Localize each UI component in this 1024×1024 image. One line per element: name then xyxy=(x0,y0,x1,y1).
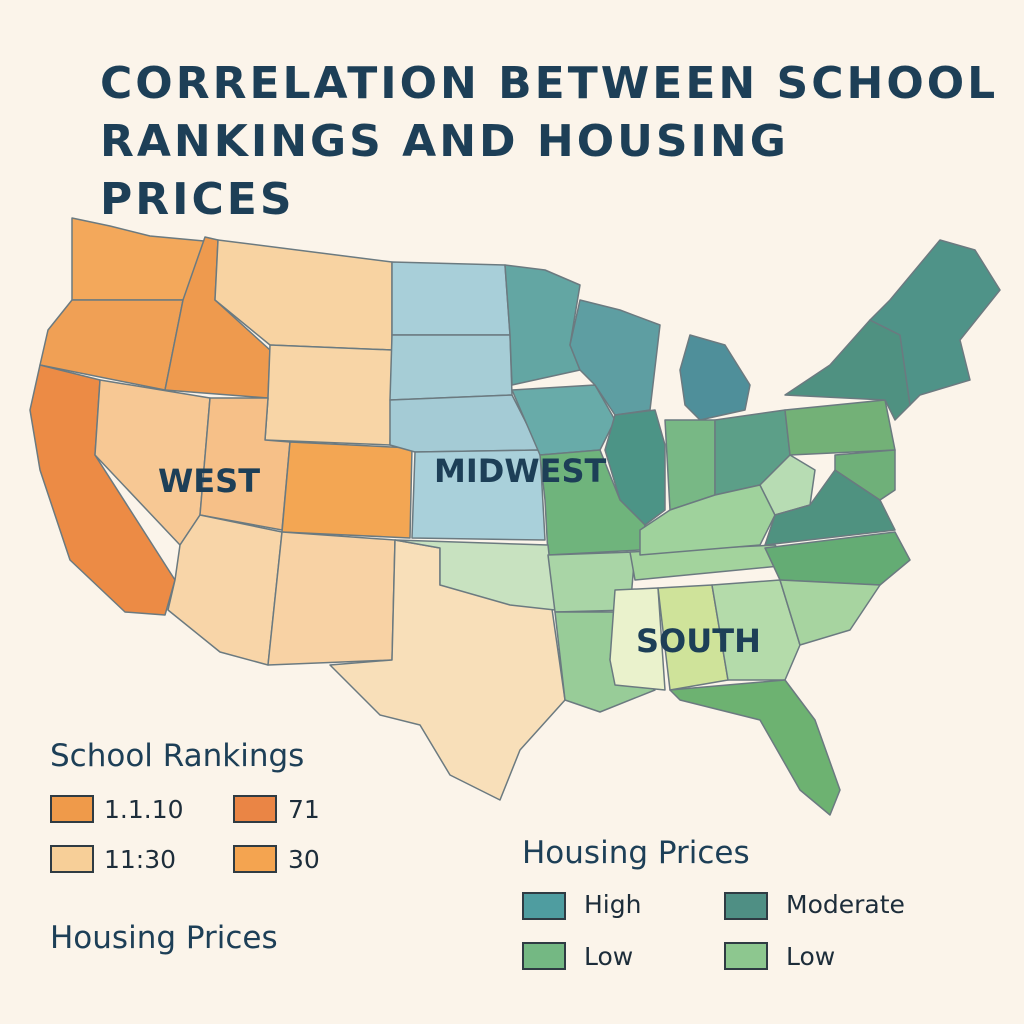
legend-school-label-4: 30 xyxy=(288,845,320,874)
legend-housing-label-4: Low xyxy=(786,942,836,971)
legend-housing-left-heading: Housing Prices xyxy=(50,920,278,956)
state-pennsylvania xyxy=(784,399,896,456)
legend-swatch-1 xyxy=(50,795,94,823)
state-minnesota xyxy=(504,264,581,386)
state-west-virginia xyxy=(759,454,816,516)
state-colorado xyxy=(281,441,413,539)
state-oregon xyxy=(39,299,184,391)
legend-housing-swatch-3 xyxy=(522,942,566,970)
state-iowa xyxy=(511,384,616,456)
legend-swatch-3 xyxy=(50,845,94,873)
legend-school-heading: School Rankings xyxy=(50,738,305,774)
legend-school-label-1: 1.1.10 xyxy=(104,795,184,824)
state-maryland-delaware xyxy=(834,449,896,501)
map-title: CORRELATION BETWEEN SCHOOL RANKINGS AND … xyxy=(100,55,1000,229)
state-south-carolina xyxy=(779,579,881,646)
legend-housing-heading: Housing Prices xyxy=(522,835,750,871)
region-label-south: SOUTH xyxy=(636,622,761,660)
state-mississippi xyxy=(609,587,666,691)
state-new-england xyxy=(869,239,1001,406)
region-label-west: WEST xyxy=(158,462,260,500)
region-label-midwest: MIDWEST xyxy=(434,452,607,490)
state-michigan xyxy=(679,334,751,421)
state-florida xyxy=(669,679,841,816)
legend-swatch-2 xyxy=(233,795,277,823)
state-georgia xyxy=(711,579,801,681)
state-new-mexico xyxy=(267,531,396,666)
state-north-dakota xyxy=(391,261,511,336)
state-kansas xyxy=(411,449,546,541)
state-north-carolina xyxy=(764,531,911,586)
state-oklahoma xyxy=(394,539,556,611)
legend-housing-label-1: High xyxy=(584,890,642,919)
legend-housing-label-2: Moderate xyxy=(786,890,905,919)
legend-housing-swatch-2 xyxy=(724,892,768,920)
state-indiana xyxy=(664,419,716,511)
title-line-1: CORRELATION BETWEEN SCHOOL xyxy=(100,58,999,109)
title-line-2: RANKINGS AND HOUSING PRICES xyxy=(100,116,789,225)
legend-housing-label-3: Low xyxy=(584,942,634,971)
legend-housing-swatch-1 xyxy=(522,892,566,920)
legend-school-label-3: 11:30 xyxy=(104,845,177,874)
legend-school-label-2: 71 xyxy=(288,795,320,824)
legend-housing-swatch-4 xyxy=(724,942,768,970)
state-south-dakota xyxy=(389,334,513,401)
state-wyoming xyxy=(264,344,393,446)
state-arizona xyxy=(167,514,283,666)
legend-swatch-4 xyxy=(233,845,277,873)
state-illinois xyxy=(604,409,666,526)
